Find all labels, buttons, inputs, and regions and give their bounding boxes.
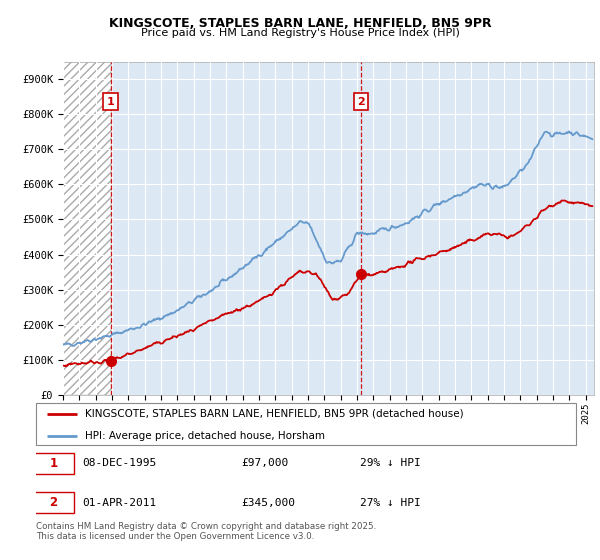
FancyBboxPatch shape	[34, 492, 74, 514]
Text: 27% ↓ HPI: 27% ↓ HPI	[360, 498, 421, 507]
Text: 1: 1	[107, 96, 115, 106]
Text: KINGSCOTE, STAPLES BARN LANE, HENFIELD, BN5 9PR: KINGSCOTE, STAPLES BARN LANE, HENFIELD, …	[109, 17, 491, 30]
Text: 1: 1	[49, 457, 58, 470]
Text: HPI: Average price, detached house, Horsham: HPI: Average price, detached house, Hors…	[85, 431, 325, 441]
Text: £345,000: £345,000	[241, 498, 295, 507]
FancyBboxPatch shape	[36, 403, 576, 445]
Text: 2: 2	[49, 496, 58, 509]
Text: KINGSCOTE, STAPLES BARN LANE, HENFIELD, BN5 9PR (detached house): KINGSCOTE, STAPLES BARN LANE, HENFIELD, …	[85, 409, 463, 419]
Text: Price paid vs. HM Land Registry's House Price Index (HPI): Price paid vs. HM Land Registry's House …	[140, 28, 460, 38]
Text: 01-APR-2011: 01-APR-2011	[82, 498, 156, 507]
Text: £97,000: £97,000	[241, 459, 289, 468]
Text: 08-DEC-1995: 08-DEC-1995	[82, 459, 156, 468]
Text: Contains HM Land Registry data © Crown copyright and database right 2025.
This d: Contains HM Land Registry data © Crown c…	[36, 522, 376, 542]
Text: 29% ↓ HPI: 29% ↓ HPI	[360, 459, 421, 468]
FancyBboxPatch shape	[34, 452, 74, 474]
Text: 2: 2	[358, 96, 365, 106]
